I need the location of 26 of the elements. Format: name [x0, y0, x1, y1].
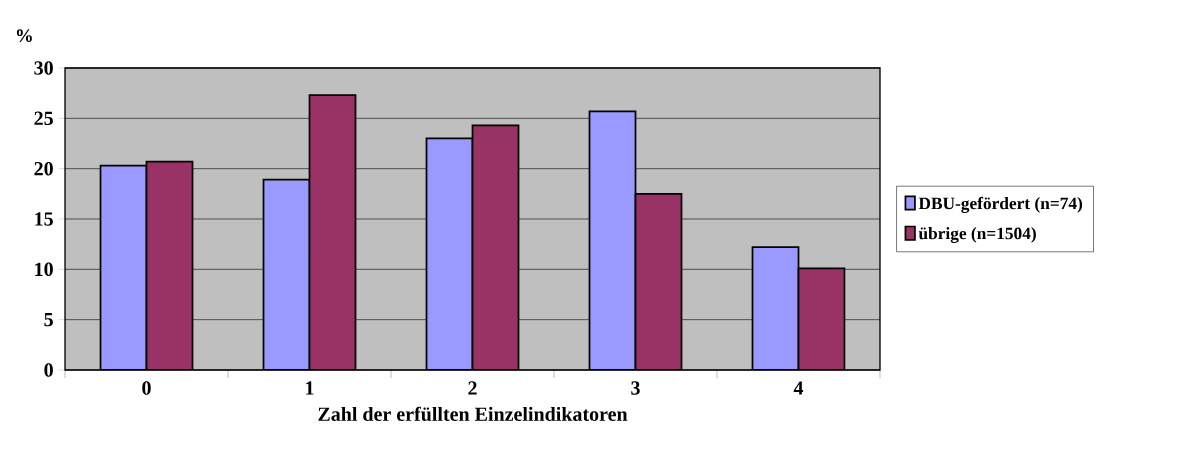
bar — [588, 110, 637, 370]
x-tick-label: 3 — [631, 381, 640, 395]
y-tick-label: 30 — [34, 61, 53, 75]
bar — [471, 124, 520, 370]
y-tick-label: 25 — [34, 111, 53, 126]
y-axis-title: % — [16, 29, 32, 42]
bar — [751, 246, 800, 370]
y-tick-label: 0 — [44, 363, 53, 377]
x-tick-label: 4 — [793, 381, 804, 395]
bar — [797, 267, 846, 370]
x-tick-label: 1 — [306, 381, 314, 395]
legend-label: DBU-gefördert (n=74) — [918, 196, 1083, 213]
y-tick-label: 15 — [35, 212, 53, 226]
bar — [145, 160, 194, 370]
y-tick-label: 5 — [44, 313, 53, 327]
bar — [308, 94, 357, 370]
x-tick-label: 0 — [142, 381, 151, 395]
bar — [262, 178, 311, 370]
x-axis-title: Zahl der erfüllten Einzelindikatoren — [318, 406, 628, 422]
bar — [99, 164, 148, 370]
bar — [425, 137, 474, 370]
x-tick-label: 2 — [468, 381, 477, 395]
y-tick-label: 20 — [34, 161, 53, 176]
y-tick-label: 10 — [35, 262, 53, 277]
bar — [634, 192, 683, 370]
legend-label: übrige (n=1504) — [918, 227, 1036, 243]
